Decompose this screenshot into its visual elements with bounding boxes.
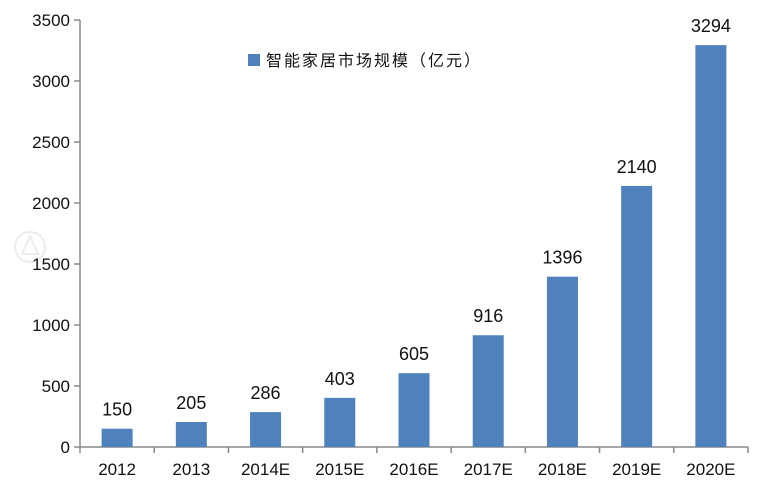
- bars: [101, 45, 727, 448]
- x-tick-label: 2014E: [241, 460, 290, 479]
- data-label: 1396: [542, 248, 582, 268]
- x-tick-label: 2018E: [538, 460, 587, 479]
- watermark-logo: [14, 231, 46, 263]
- bar: [695, 45, 727, 448]
- bar: [546, 276, 578, 447]
- bar: [101, 428, 133, 447]
- x-tick-label: 2019E: [612, 460, 661, 479]
- data-label: 916: [473, 306, 503, 326]
- legend: 智能家居市场规模（亿元）: [248, 51, 482, 70]
- y-axis: 0 500 1000 1500 2000 2500 3000 3500: [32, 11, 81, 457]
- y-tick-label: 2500: [32, 133, 70, 152]
- bar: [621, 185, 653, 448]
- data-label: 403: [325, 369, 355, 389]
- data-labels: 150 205 286 403 605 916 1396 2140 3294: [102, 16, 731, 420]
- x-tick-label: 2017E: [464, 460, 513, 479]
- y-tick-label: 1000: [32, 316, 70, 335]
- data-label: 150: [102, 400, 132, 420]
- bar: [175, 421, 207, 447]
- data-label: 286: [251, 383, 281, 403]
- x-tick-label: 2015E: [315, 460, 364, 479]
- x-tick-label: 2016E: [389, 460, 438, 479]
- data-label: 3294: [691, 16, 731, 36]
- watermark-logo-mark: [20, 233, 40, 255]
- x-tick-label: 2020E: [686, 460, 735, 479]
- y-tick-label: 1500: [32, 255, 70, 274]
- x-tick-label: 2013: [172, 460, 210, 479]
- y-tick-label: 3000: [32, 72, 70, 91]
- legend-label: 智能家居市场规模（亿元）: [266, 51, 482, 70]
- y-tick-label: 500: [42, 377, 70, 396]
- x-tick-label: 2012: [98, 460, 136, 479]
- data-label: 2140: [617, 157, 657, 177]
- y-tick-label: 0: [61, 438, 70, 457]
- data-label: 605: [399, 344, 429, 364]
- watermark: [14, 231, 46, 263]
- y-tick-label: 2000: [32, 194, 70, 213]
- x-axis: 2012 2013 2014E 2015E 2016E 2017E 2018E 2019E 20…: [79, 446, 749, 479]
- bar: [324, 397, 356, 447]
- bar: [472, 335, 504, 447]
- data-label: 205: [176, 393, 206, 413]
- bar: [398, 373, 430, 447]
- legend-swatch: [248, 54, 260, 66]
- bar: [250, 412, 282, 447]
- y-tick-label: 3500: [32, 11, 70, 30]
